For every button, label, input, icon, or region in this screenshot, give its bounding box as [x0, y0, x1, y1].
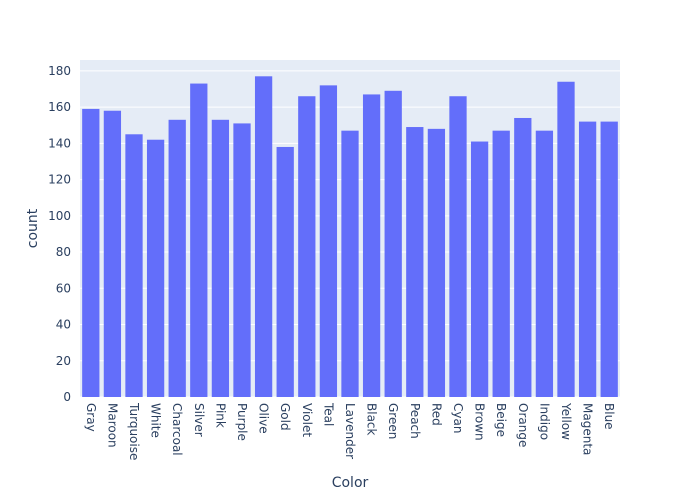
x-tick-label: Red	[429, 403, 443, 426]
y-tick-label: 180	[48, 64, 71, 78]
x-tick-label: Yellow	[559, 402, 573, 440]
x-tick-label: Gold	[278, 403, 292, 431]
bar	[578, 121, 597, 398]
x-tick-label: Gray	[84, 403, 98, 432]
x-tick-label: Orange	[516, 403, 530, 447]
x-tick-label: Purple	[235, 403, 249, 441]
bar	[406, 127, 424, 398]
x-tick-label: Brown	[473, 403, 487, 441]
x-tick-label: Green	[386, 403, 400, 439]
bar	[470, 141, 489, 397]
bar	[168, 119, 186, 398]
bar	[514, 117, 532, 398]
x-tick-label: Beige	[494, 403, 508, 437]
bar	[298, 96, 316, 397]
bar	[254, 76, 273, 397]
bar	[82, 108, 100, 397]
x-axis-tick-labels: Gray Maroon Turquoise White Charcoal Silver Pi…	[84, 402, 616, 460]
x-tick-label: Teal	[321, 402, 335, 426]
x-tick-label: Cyan	[451, 403, 465, 433]
bar	[125, 134, 143, 397]
y-tick-label: 140	[48, 136, 71, 150]
y-tick-label: 160	[48, 100, 71, 114]
bar	[384, 90, 402, 397]
x-tick-label: Maroon	[105, 403, 119, 448]
bars	[82, 76, 618, 398]
x-tick-label: Lavender	[343, 403, 357, 459]
x-tick-label: Charcoal	[170, 403, 184, 456]
bar	[557, 81, 575, 397]
bar	[211, 119, 230, 398]
x-tick-label: Violet	[300, 403, 314, 437]
x-tick-label: Pink	[213, 403, 227, 428]
bar	[449, 96, 467, 397]
y-tick-label: 100	[48, 209, 71, 223]
y-axis-tick-labels: 0 20 40 60 80 100 120 140 160 180	[48, 64, 71, 404]
y-tick-label: 20	[56, 354, 71, 368]
x-tick-label: Blue	[602, 403, 616, 430]
bar	[190, 83, 208, 397]
x-tick-label: Olive	[257, 403, 271, 434]
x-axis-title: Color	[332, 475, 369, 491]
y-axis-title: count	[25, 208, 41, 248]
bar	[362, 94, 381, 397]
y-tick-label: 60	[56, 281, 71, 295]
bar	[492, 130, 510, 397]
x-tick-label: Indigo	[537, 403, 551, 440]
y-tick-label: 80	[56, 245, 71, 259]
x-tick-label: White	[149, 403, 163, 438]
bar	[341, 130, 359, 397]
x-tick-label: Turquoise	[127, 402, 141, 460]
bar	[600, 121, 618, 398]
x-tick-label: Peach	[408, 403, 422, 439]
y-tick-label: 0	[63, 390, 71, 404]
x-tick-label: Silver	[192, 403, 206, 437]
bar	[427, 128, 446, 397]
x-tick-label: Magenta	[581, 403, 595, 455]
bar	[276, 146, 294, 397]
bar	[535, 130, 554, 397]
bar	[233, 123, 251, 398]
y-tick-label: 120	[48, 173, 71, 187]
bar	[103, 110, 122, 397]
bar	[146, 139, 165, 397]
y-tick-label: 40	[56, 318, 71, 332]
bar	[319, 85, 338, 397]
x-tick-label: Black	[365, 403, 379, 436]
